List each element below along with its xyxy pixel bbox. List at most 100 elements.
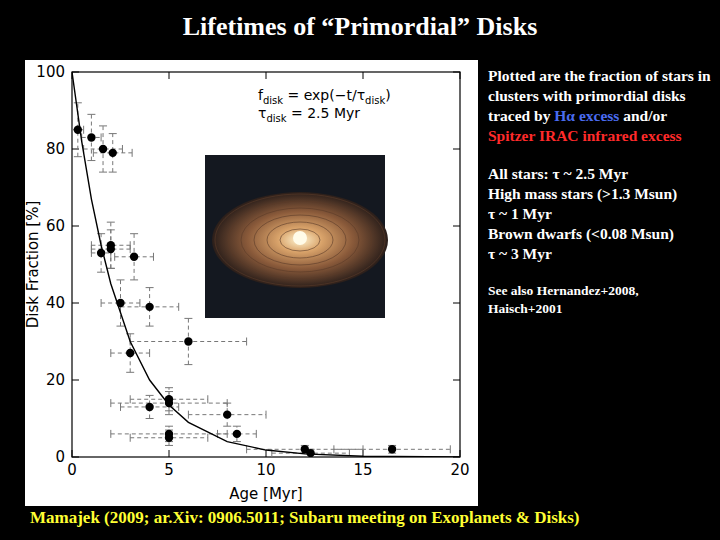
artwork-ring <box>280 229 320 251</box>
plot-frame <box>72 72 460 457</box>
x-error-cap <box>178 403 179 411</box>
artwork-ring <box>241 208 359 272</box>
y-error-cap <box>223 426 231 427</box>
x-error-cap <box>178 303 179 311</box>
x-error-cap <box>101 299 102 307</box>
data-point <box>126 349 134 357</box>
x-tick-label: 10 <box>256 461 275 479</box>
y-error-cap <box>165 445 173 446</box>
x-error-cap <box>188 411 189 419</box>
x-error-cap <box>91 245 92 253</box>
y-tick <box>453 380 460 381</box>
x-tick-label: 20 <box>450 461 469 479</box>
artwork-ring <box>215 194 385 286</box>
x-tick <box>169 72 170 79</box>
y-error-cap <box>165 391 173 392</box>
artwork-ring <box>267 222 333 258</box>
annotation-part: disk <box>365 95 385 106</box>
x-error-cap <box>130 245 131 253</box>
y-error-cap <box>107 268 115 269</box>
note-line: High mass stars (>1.3 Msun) <box>488 184 716 204</box>
note-paragraph: See also Hernandez+2008,Haisch+2001 <box>488 282 716 318</box>
x-tick <box>363 72 364 79</box>
x-error-cap <box>72 126 73 134</box>
data-group <box>72 72 460 457</box>
y-error-cap <box>184 364 192 365</box>
annotation-part: = 2.5 Myr <box>287 105 361 121</box>
data-point <box>109 149 117 157</box>
x-error-cap <box>139 299 140 307</box>
x-error-cap <box>83 126 84 134</box>
y-error-cap <box>165 414 173 415</box>
y-tick-label: 100 <box>36 63 65 81</box>
x-tick-label: 15 <box>353 461 372 479</box>
x-error-cap <box>120 403 121 411</box>
data-point <box>107 245 115 253</box>
artwork-disk <box>212 192 388 288</box>
x-error-cap <box>207 434 208 442</box>
y-error-cap <box>165 387 173 388</box>
x-error-cap <box>149 349 150 357</box>
data-point <box>165 434 173 442</box>
y-tick <box>72 226 79 227</box>
x-tick <box>460 72 461 79</box>
note-line: Brown dwarfs (<0.08 Msun) <box>488 224 716 244</box>
citation: Mamajek (2009; ar.Xiv: 0906.5011; Subaru… <box>30 508 720 528</box>
y-error-cap <box>184 318 192 319</box>
y-error-cap <box>97 272 105 273</box>
data-point <box>145 303 153 311</box>
y-error-cap <box>130 279 138 280</box>
annotation-part: ) <box>385 87 390 103</box>
x-error-cap <box>333 445 334 453</box>
data-point <box>223 410 231 418</box>
y-tick-label: 80 <box>46 140 65 158</box>
x-error-cap <box>207 395 208 403</box>
annotation-part: τ <box>258 105 266 121</box>
note-paragraph: Plotted are the fraction of stars in clu… <box>488 66 716 146</box>
note-text: Spitzer IRAC infrared excess <box>488 127 682 144</box>
y-tick <box>72 457 79 458</box>
artwork-star <box>293 231 307 245</box>
y-tick <box>72 380 79 381</box>
slide: 05101520020406080100Age [Myr]Disk Fracti… <box>0 0 720 540</box>
data-point <box>99 145 107 153</box>
model-curve <box>72 72 460 457</box>
note-line: See also Hernandez+2008, <box>488 282 716 300</box>
slide-title: Lifetimes of “Primordial” Disks <box>0 12 720 42</box>
y-tick-label: 0 <box>55 448 65 466</box>
x-error-cap <box>93 149 94 157</box>
x-tick-label: 5 <box>164 461 174 479</box>
note-paragraph: All stars: τ ~ 2.5 MyrHigh mass stars (>… <box>488 164 716 264</box>
y-axis-label: Disk Fraction [%] <box>24 201 42 329</box>
x-error-cap <box>110 399 111 407</box>
y-error-cap <box>99 125 107 126</box>
x-error-cap <box>153 253 154 261</box>
x-error-cap <box>266 411 267 419</box>
x-error-cap <box>246 338 247 346</box>
x-error-cap <box>122 145 123 153</box>
y-error-cap <box>74 156 82 157</box>
x-error-cap <box>450 445 451 453</box>
annotation: fdisk = exp(−t/τdisk) <box>258 87 391 106</box>
y-tick <box>453 226 460 227</box>
data-point <box>184 337 192 345</box>
y-tick <box>453 303 460 304</box>
x-tick <box>460 450 461 457</box>
y-tick-label: 20 <box>46 371 65 389</box>
data-point <box>306 449 314 457</box>
annotation-part: = exp(−t/τ <box>283 87 365 103</box>
annotation: τdisk = 2.5 Myr <box>258 105 360 124</box>
panel <box>25 60 478 506</box>
y-error-cap <box>146 287 154 288</box>
y-tick <box>72 303 79 304</box>
x-error-cap <box>132 149 133 157</box>
x-tick-label: 0 <box>67 461 77 479</box>
y-tick <box>453 149 460 150</box>
y-error-cap <box>107 229 115 230</box>
y-error-cap <box>99 172 107 173</box>
note-line: All stars: τ ~ 2.5 Myr <box>488 164 716 184</box>
x-error-cap <box>256 430 257 438</box>
y-error-cap <box>146 395 154 396</box>
y-error-cap <box>223 403 231 404</box>
y-error-cap <box>117 279 125 280</box>
